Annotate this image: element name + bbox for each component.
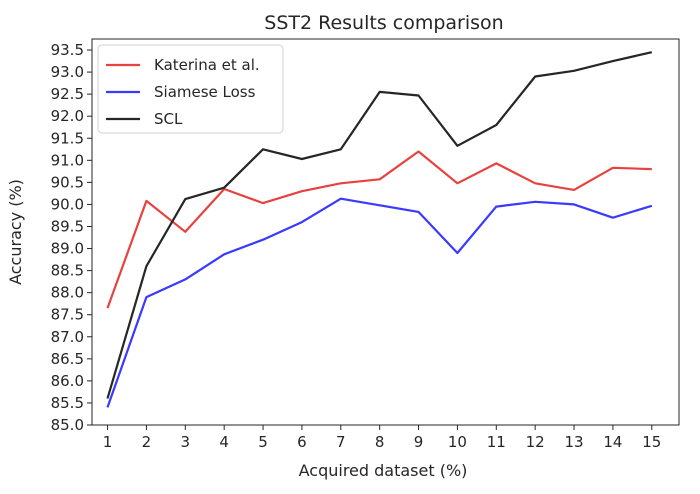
- x-tick-label: 2: [142, 433, 152, 451]
- legend-label-siamese-loss: Siamese Loss: [154, 83, 256, 101]
- y-tick-label: 90.0: [51, 195, 84, 213]
- y-tick-label: 91.0: [51, 151, 84, 169]
- y-tick-label: 90.5: [51, 173, 84, 191]
- series-line-scl: [106, 51, 653, 399]
- x-tick-label: 15: [642, 433, 661, 451]
- y-tick-label: 88.5: [51, 262, 84, 280]
- x-tick-label: 12: [526, 433, 545, 451]
- y-tick-label: 86.0: [51, 372, 84, 390]
- series-line-siamese-loss: [106, 197, 653, 408]
- y-tick-label: 88.0: [51, 284, 84, 302]
- x-axis-ticks: 1 2 3 4 5 6 7 8 9 10 11 12 13 14 15: [103, 425, 661, 451]
- y-tick-label: 87.0: [51, 328, 84, 346]
- y-tick-label: 93.0: [51, 63, 84, 81]
- x-axis-label: Acquired dataset (%): [299, 461, 468, 480]
- y-tick-label: 89.5: [51, 217, 84, 235]
- y-tick-label: 92.5: [51, 85, 84, 103]
- x-tick-label: 11: [487, 433, 506, 451]
- y-axis-label: Accuracy (%): [6, 179, 25, 285]
- y-tick-label: 89.0: [51, 240, 84, 258]
- x-tick-label: 8: [375, 433, 385, 451]
- y-axis-ticks: 85.0 85.5 86.0 86.5 87.0 87.5 88.0 88.5 89.0 89.5…: [51, 41, 92, 434]
- x-tick-label: 6: [297, 433, 307, 451]
- x-tick-label: 9: [414, 433, 424, 451]
- x-tick-label: 14: [603, 433, 622, 451]
- legend: Katerina et al. Siamese Loss SCL: [97, 44, 284, 134]
- x-tick-label: 1: [103, 433, 113, 451]
- legend-label-katerina-et-al: Katerina et al.: [154, 56, 260, 74]
- chart-title: SST2 Results comparison: [264, 12, 503, 34]
- x-tick-label: 10: [448, 433, 467, 451]
- x-tick-label: 3: [181, 433, 191, 451]
- legend-box: [97, 44, 284, 134]
- x-tick-label: 7: [336, 433, 346, 451]
- y-tick-label: 85.5: [51, 394, 84, 412]
- y-tick-label: 86.5: [51, 350, 84, 368]
- legend-label-scl: SCL: [154, 110, 183, 128]
- y-tick-label: 92.0: [51, 107, 84, 125]
- y-tick-label: 91.5: [51, 129, 84, 147]
- y-tick-label: 85.0: [51, 416, 84, 434]
- x-tick-label: 4: [219, 433, 229, 451]
- series-lines: [106, 51, 653, 408]
- x-tick-label: 13: [564, 433, 583, 451]
- x-tick-label: 5: [258, 433, 268, 451]
- series-line-katerina-et-al: [106, 150, 652, 309]
- y-tick-label: 87.5: [51, 306, 84, 324]
- y-tick-label: 93.5: [51, 41, 84, 59]
